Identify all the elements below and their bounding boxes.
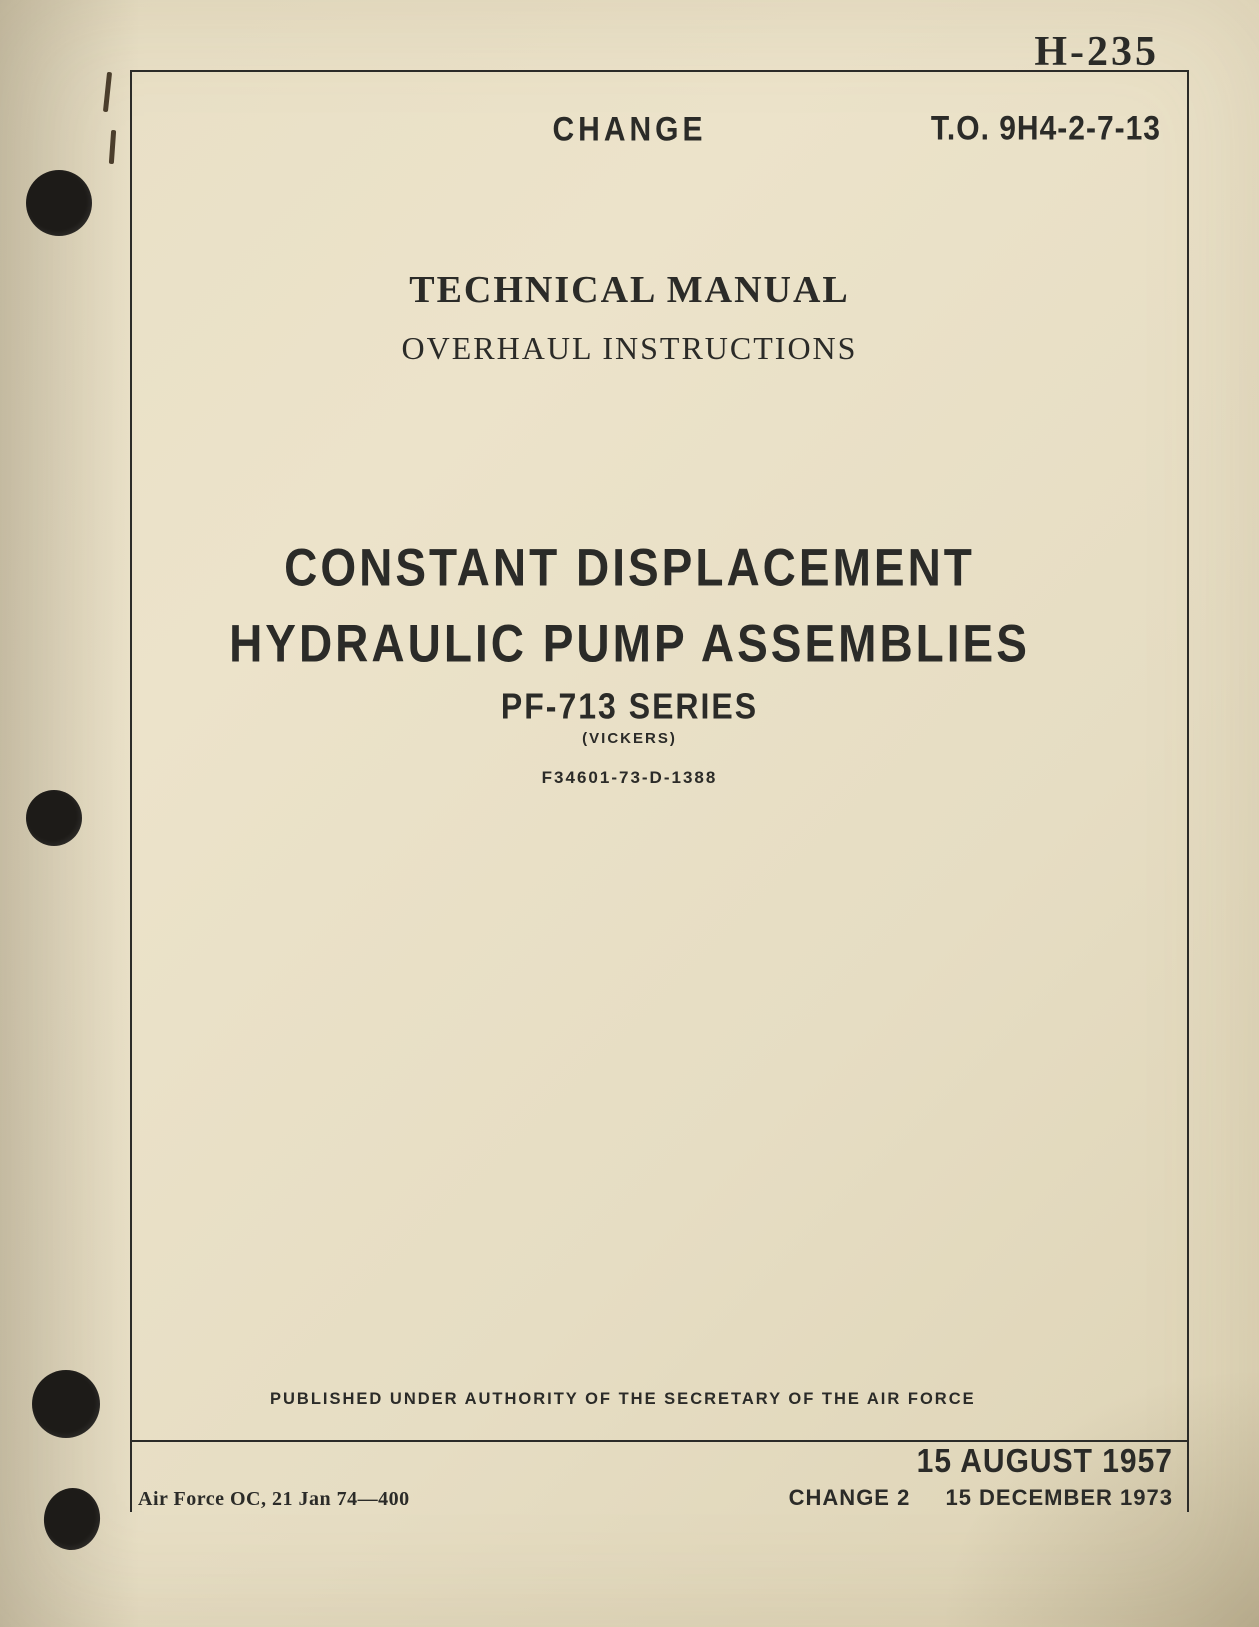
punch-hole xyxy=(32,1370,100,1438)
heading-subtitle: OVERHAUL INSTRUCTIONS xyxy=(0,330,1259,367)
punch-hole xyxy=(40,1484,104,1553)
title-contract: F34601-73-D-1388 xyxy=(0,768,1259,788)
bottom-rule xyxy=(130,1440,1189,1442)
footer-left: Air Force OC, 21 Jan 74—400 xyxy=(138,1488,410,1511)
title-series: PF-713 SERIES xyxy=(0,686,1259,727)
page: H-235 CHANGE T.O. 9H4-2-7-13 TECHNICAL M… xyxy=(0,0,1259,1627)
date-change-row: CHANGE 2 15 DECEMBER 1973 xyxy=(789,1485,1173,1511)
title-line2: HYDRAULIC PUMP ASSEMBLIES xyxy=(0,612,1259,674)
punch-hole xyxy=(26,170,92,236)
scan-mark xyxy=(103,72,112,112)
heading-technical-manual: TECHNICAL MANUAL xyxy=(0,268,1259,312)
title-manufacturer: (VICKERS) xyxy=(0,730,1259,747)
title-line1: CONSTANT DISPLACEMENT xyxy=(0,536,1259,598)
punch-hole xyxy=(26,790,82,846)
date-change-label: CHANGE 2 xyxy=(789,1485,911,1510)
date-change-date: 15 DECEMBER 1973 xyxy=(945,1485,1173,1510)
date-original: 15 AUGUST 1957 xyxy=(917,1443,1173,1481)
handwritten-stamp: H-235 xyxy=(1034,28,1159,76)
header-to-number: T.O. 9H4-2-7-13 xyxy=(931,109,1161,148)
authority-line: PUBLISHED UNDER AUTHORITY OF THE SECRETA… xyxy=(270,1390,976,1409)
